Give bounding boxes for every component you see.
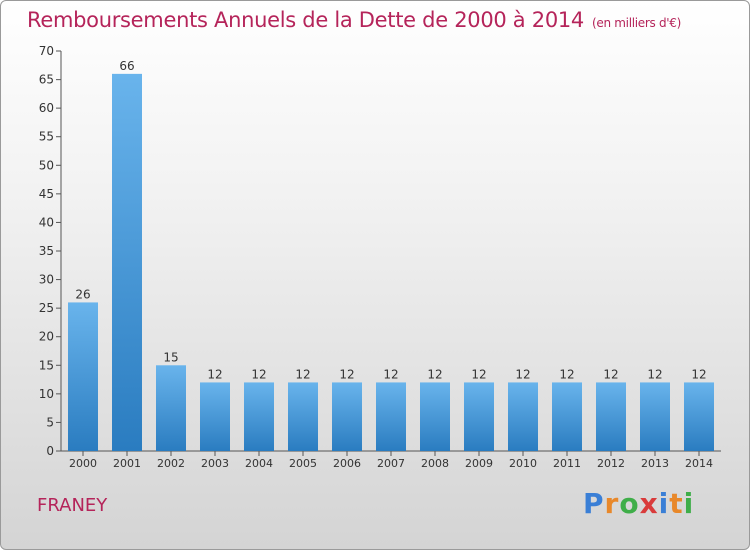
- bar-2010: [508, 382, 538, 451]
- x-tick-label: 2002: [157, 457, 185, 470]
- bar-2001: [112, 73, 142, 451]
- x-tick-label: 2000: [69, 457, 97, 470]
- bar-value-label: 12: [559, 367, 574, 381]
- y-tick-label: 15: [39, 358, 54, 372]
- bar-value-label: 12: [471, 367, 486, 381]
- logo-letter: x: [639, 487, 659, 520]
- bar-value-label: 15: [163, 350, 178, 364]
- chart-unit: (en milliers d'€): [592, 16, 682, 30]
- bar-value-label: 26: [75, 287, 90, 301]
- logo-letter: i: [658, 487, 670, 520]
- y-tick-label: 30: [39, 273, 54, 287]
- bar-value-label: 12: [603, 367, 618, 381]
- bar-value-label: 12: [383, 367, 398, 381]
- y-tick-label: 5: [46, 415, 54, 429]
- y-tick-label: 65: [39, 73, 54, 87]
- bar-value-label: 12: [691, 367, 706, 381]
- bar-2003: [200, 382, 230, 451]
- y-tick-label: 40: [39, 215, 54, 229]
- bar-2009: [464, 382, 494, 451]
- bar-2002: [156, 365, 186, 451]
- bar-value-label: 12: [251, 367, 266, 381]
- y-tick-label: 70: [39, 44, 54, 58]
- bar-value-label: 12: [339, 367, 354, 381]
- bar-2007: [376, 382, 406, 451]
- x-tick-label: 2004: [245, 457, 273, 470]
- bar-value-label: 12: [207, 367, 222, 381]
- bar-2005: [288, 382, 318, 451]
- bar-2006: [332, 382, 362, 451]
- x-tick-label: 2005: [289, 457, 317, 470]
- x-tick-label: 2006: [333, 457, 361, 470]
- bar-2012: [596, 382, 626, 451]
- bar-2008: [420, 382, 450, 451]
- x-tick-label: 2003: [201, 457, 229, 470]
- logo-letter: P: [583, 487, 605, 520]
- logo-letter: i: [683, 487, 695, 520]
- bar-value-label: 12: [295, 367, 310, 381]
- x-tick-label: 2007: [377, 457, 405, 470]
- bar-value-label: 12: [647, 367, 662, 381]
- x-tick-label: 2010: [509, 457, 537, 470]
- y-tick-label: 25: [39, 301, 54, 315]
- logo-letter: r: [604, 487, 620, 520]
- y-tick-label: 10: [39, 387, 54, 401]
- x-tick-label: 2013: [641, 457, 669, 470]
- proxiti-logo: Proxiti: [583, 487, 694, 520]
- logo-letter: t: [669, 487, 684, 520]
- x-tick-label: 2014: [685, 457, 713, 470]
- x-tick-label: 2008: [421, 457, 449, 470]
- x-tick-label: 2011: [553, 457, 581, 470]
- bar-2013: [640, 382, 670, 451]
- bar-value-label: 66: [119, 59, 134, 73]
- x-tick-label: 2001: [113, 457, 141, 470]
- commune-name: FRANEY: [37, 495, 108, 516]
- bar-2000: [68, 302, 98, 451]
- chart-title: Remboursements Annuels de la Dette de 20…: [27, 8, 681, 32]
- y-tick-label: 45: [39, 187, 54, 201]
- y-tick-label: 55: [39, 130, 54, 144]
- bar-2004: [244, 382, 274, 451]
- y-tick-label: 35: [39, 244, 54, 258]
- x-tick-label: 2009: [465, 457, 493, 470]
- bar-value-label: 12: [427, 367, 442, 381]
- y-tick-label: 50: [39, 158, 54, 172]
- logo-letter: o: [619, 487, 640, 520]
- y-tick-label: 20: [39, 330, 54, 344]
- y-tick-label: 0: [46, 444, 54, 458]
- chart-title-text: Remboursements Annuels de la Dette de 20…: [27, 8, 584, 32]
- x-tick-label: 2012: [597, 457, 625, 470]
- bar-2014: [684, 382, 714, 451]
- y-tick-label: 60: [39, 101, 54, 115]
- bar-2011: [552, 382, 582, 451]
- bar-value-label: 12: [515, 367, 530, 381]
